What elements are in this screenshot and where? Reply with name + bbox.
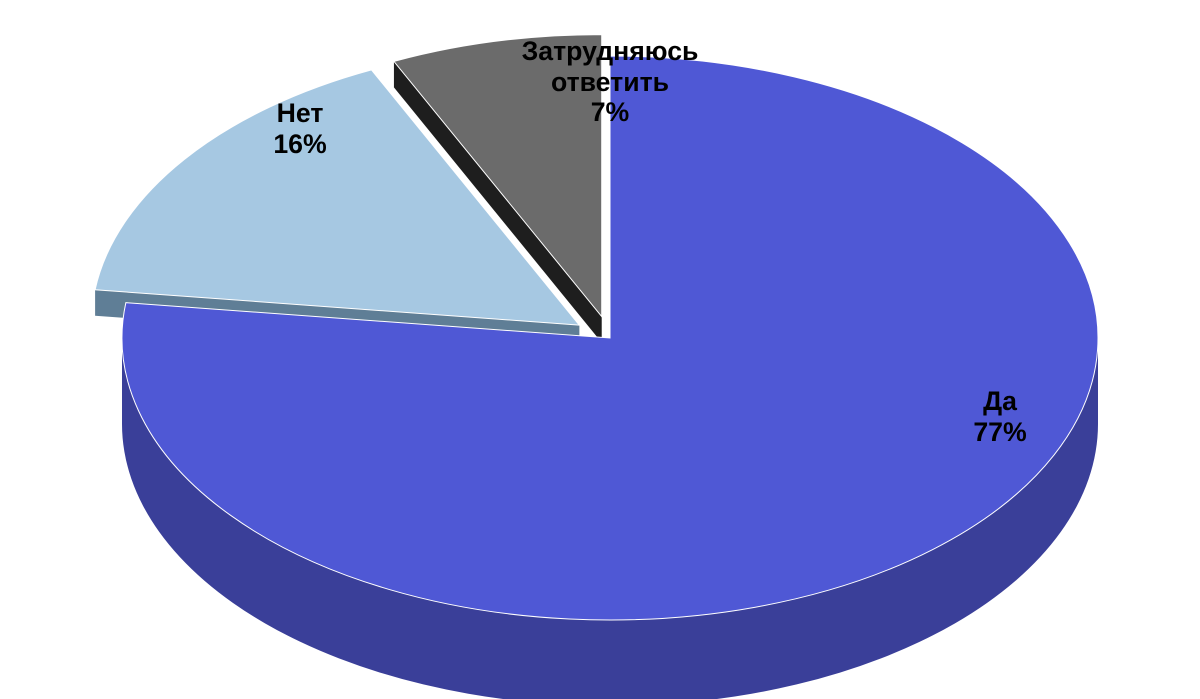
slice-label-da: Да 77% — [973, 386, 1026, 447]
pie-chart: Нет 16% Затрудняюсь ответить 7% Да 77% — [0, 0, 1200, 699]
slice-label-zatr: Затрудняюсь ответить 7% — [522, 36, 699, 128]
slice-label-net: Нет 16% — [273, 98, 326, 159]
